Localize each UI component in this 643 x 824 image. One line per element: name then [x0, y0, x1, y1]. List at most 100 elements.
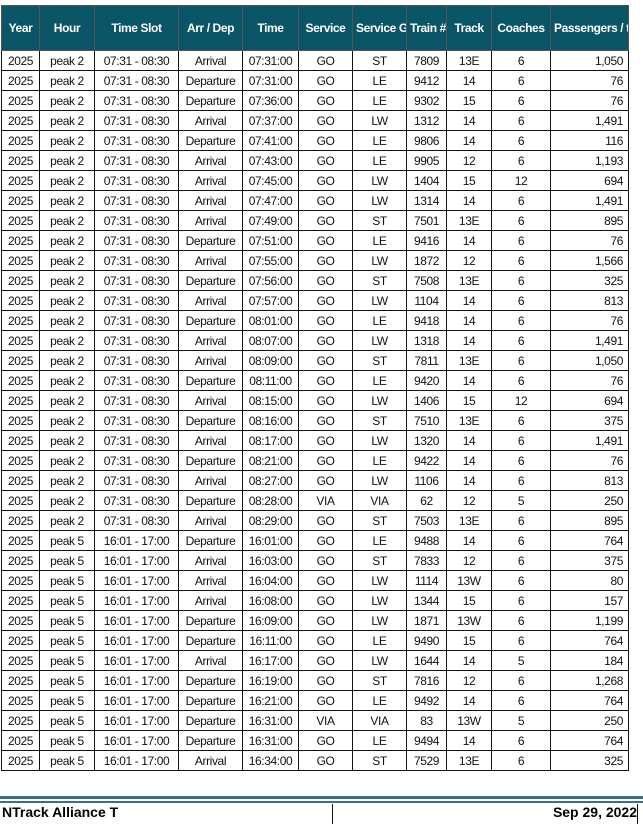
cell-coaches: 6: [491, 430, 551, 451]
cell-service-group: ST: [352, 510, 407, 531]
table-row: 2025 peak 5 16:01 - 17:00 Arrival 16:08:00 GO…: [1, 590, 629, 611]
cell-time-slot: 07:31 - 08:30: [94, 70, 179, 91]
cell-coaches: 12: [491, 170, 551, 191]
cell-service-group: LW: [352, 570, 407, 591]
cell-year: 2025: [1, 690, 40, 711]
cell-year: 2025: [1, 150, 40, 171]
cell-service: GO: [298, 270, 353, 291]
cell-time: 16:11:00: [242, 630, 299, 651]
cell-coaches: 6: [491, 590, 551, 611]
cell-track: 13E: [446, 50, 492, 71]
cell-passengers-per-train: 1,491: [550, 330, 629, 351]
cell-track: 13E: [446, 350, 492, 371]
cell-passengers-per-train: 76: [550, 450, 629, 471]
cell-time-slot: 07:31 - 08:30: [94, 350, 179, 371]
cell-coaches: 6: [491, 550, 551, 571]
cell-time: 16:34:00: [242, 750, 299, 771]
cell-hour: peak 2: [39, 230, 95, 251]
cell-time: 08:15:00: [242, 390, 299, 411]
cell-track: 14: [446, 190, 492, 211]
cell-service-group: ST: [352, 410, 407, 431]
table-row: 2025 peak 2 07:31 - 08:30 Departure 08:01:00…: [1, 310, 629, 331]
cell-coaches: 6: [491, 370, 551, 391]
table-row: 2025 peak 5 16:01 - 17:00 Departure 16:19:00…: [1, 670, 629, 691]
cell-train-number: 1871: [406, 610, 447, 631]
table-row: 2025 peak 2 07:31 - 08:30 Arrival 07:43:00 GO…: [1, 150, 629, 171]
cell-track: 13W: [446, 570, 492, 591]
cell-train-number: 9490: [406, 630, 447, 651]
cell-service-group: LW: [352, 250, 407, 271]
cell-train-number: 1404: [406, 170, 447, 191]
cell-train-number: 7811: [406, 350, 447, 371]
cell-time-slot: 07:31 - 08:30: [94, 50, 179, 71]
cell-hour: peak 2: [39, 270, 95, 291]
cell-time: 08:16:00: [242, 410, 299, 431]
cell-service: GO: [298, 130, 353, 151]
table-row: 2025 peak 5 16:01 - 17:00 Arrival 16:17:00 GO…: [1, 650, 629, 671]
cell-train-number: 9418: [406, 310, 447, 331]
cell-track: 14: [446, 230, 492, 251]
cell-year: 2025: [1, 630, 40, 651]
cell-passengers-per-train: 1,050: [550, 50, 629, 71]
cell-time-slot: 07:31 - 08:30: [94, 430, 179, 451]
cell-arr-dep: Departure: [178, 530, 243, 551]
cell-train-number: 7501: [406, 210, 447, 231]
cell-coaches: 6: [491, 130, 551, 151]
cell-hour: peak 2: [39, 490, 95, 511]
cell-service-group: LE: [352, 730, 407, 751]
cell-service: GO: [298, 330, 353, 351]
cell-track: 12: [446, 490, 492, 511]
cell-passengers-per-train: 694: [550, 390, 629, 411]
cell-train-number: 62: [406, 490, 447, 511]
cell-arr-dep: Arrival: [178, 550, 243, 571]
cell-service: GO: [298, 170, 353, 191]
cell-arr-dep: Departure: [178, 410, 243, 431]
cell-coaches: 6: [491, 210, 551, 231]
table-row: 2025 peak 2 07:31 - 08:30 Arrival 08:17:00 GO…: [1, 430, 629, 451]
cell-passengers-per-train: 1,491: [550, 190, 629, 211]
cell-service-group: LE: [352, 230, 407, 251]
cell-service-group: ST: [352, 750, 407, 771]
cell-passengers-per-train: 76: [550, 70, 629, 91]
cell-arr-dep: Arrival: [178, 150, 243, 171]
cell-time: 07:43:00: [242, 150, 299, 171]
cell-passengers-per-train: 76: [550, 370, 629, 391]
cell-time: 16:08:00: [242, 590, 299, 611]
cell-year: 2025: [1, 90, 40, 111]
cell-passengers-per-train: 80: [550, 570, 629, 591]
cell-service: GO: [298, 690, 353, 711]
cell-hour: peak 5: [39, 710, 95, 731]
cell-year: 2025: [1, 730, 40, 751]
cell-train-number: 1644: [406, 650, 447, 671]
cell-time-slot: 16:01 - 17:00: [94, 570, 179, 591]
table-row: 2025 peak 5 16:01 - 17:00 Arrival 16:04:00 GO…: [1, 570, 629, 591]
cell-service: GO: [298, 70, 353, 91]
cell-train-number: 83: [406, 710, 447, 731]
cell-hour: peak 5: [39, 630, 95, 651]
cell-service-group: LW: [352, 610, 407, 631]
cell-train-number: 7833: [406, 550, 447, 571]
cell-coaches: 6: [491, 230, 551, 251]
cell-passengers-per-train: 250: [550, 710, 629, 731]
cell-service: GO: [298, 190, 353, 211]
cell-service-group: LE: [352, 70, 407, 91]
cell-arr-dep: Departure: [178, 670, 243, 691]
cell-time-slot: 07:31 - 08:30: [94, 510, 179, 531]
cell-time-slot: 07:31 - 08:30: [94, 250, 179, 271]
cell-service: GO: [298, 210, 353, 231]
cell-service-group: LW: [352, 650, 407, 671]
cell-train-number: 9494: [406, 730, 447, 751]
cell-service: GO: [298, 730, 353, 751]
cell-train-number: 7529: [406, 750, 447, 771]
cell-hour: peak 2: [39, 50, 95, 71]
cell-arr-dep: Arrival: [178, 330, 243, 351]
cell-year: 2025: [1, 50, 40, 71]
cell-service: GO: [298, 550, 353, 571]
cell-train-number: 9488: [406, 530, 447, 551]
cell-coaches: 6: [491, 190, 551, 211]
cell-arr-dep: Arrival: [178, 570, 243, 591]
cell-time-slot: 07:31 - 08:30: [94, 90, 179, 111]
cell-arr-dep: Departure: [178, 310, 243, 331]
cell-arr-dep: Arrival: [178, 250, 243, 271]
cell-passengers-per-train: 895: [550, 210, 629, 231]
